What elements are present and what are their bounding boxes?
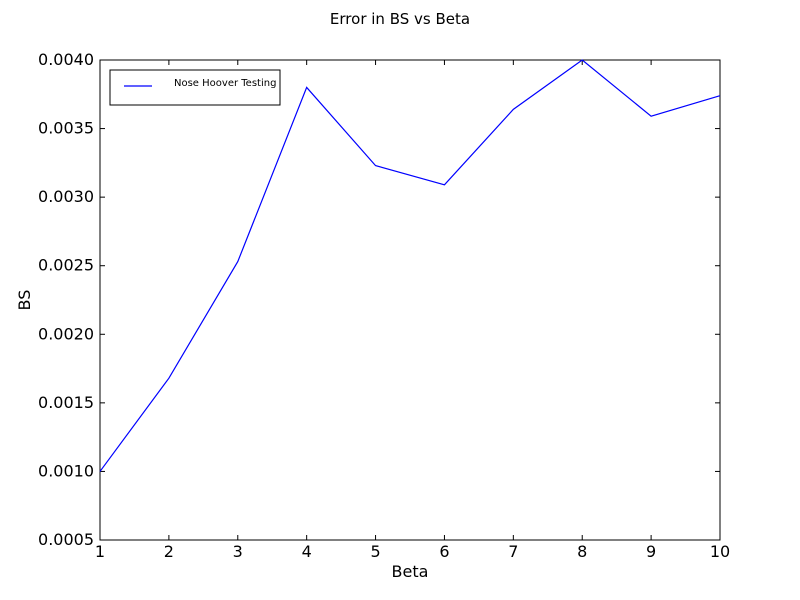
series-line-nose-hoover-testing [99, 59, 721, 472]
chart-title: Error in BS vs Beta [330, 10, 470, 28]
x-tick-label: 8 [577, 542, 587, 561]
x-tick-label: 9 [646, 542, 656, 561]
x-tick-label: 4 [302, 542, 312, 561]
y-tick-label: 0.0030 [38, 187, 94, 206]
y-tick-label: 0.0015 [38, 393, 94, 412]
x-tick-label: 6 [439, 542, 449, 561]
x-tick-label: 10 [710, 542, 730, 561]
legend-box [109, 69, 281, 106]
x-tick-label: 2 [164, 542, 174, 561]
y-axis-label: BS [15, 290, 34, 311]
legend-entry-label: Nose Hoover Testing [174, 78, 276, 89]
y-tick-label: 0.0040 [38, 50, 94, 69]
y-tick-label: 0.0010 [38, 461, 94, 480]
x-tick-label: 3 [233, 542, 243, 561]
y-tick-label: 0.0035 [38, 119, 94, 138]
legend: Nose Hoover Testing [109, 69, 281, 106]
y-tick-label: 0.0020 [38, 324, 94, 343]
x-axis-label: Beta [392, 562, 429, 581]
y-axis-ticks: 0.0005 0.0010 0.0015 0.0020 0.0025 0.0030 0.00… [38, 50, 720, 549]
x-tick-label: 5 [370, 542, 380, 561]
x-axis-ticks: 1 2 3 4 5 6 7 8 9 10 [95, 60, 730, 561]
plot-area-frame [99, 59, 721, 541]
y-tick-label: 0.0025 [38, 256, 94, 275]
x-tick-label: 7 [508, 542, 518, 561]
x-tick-label: 1 [95, 542, 105, 561]
y-tick-label: 0.0005 [38, 530, 94, 549]
